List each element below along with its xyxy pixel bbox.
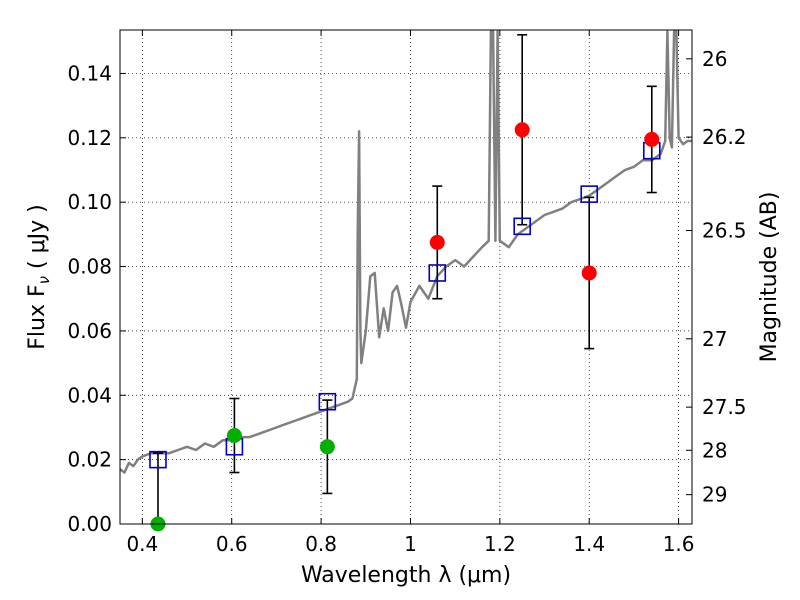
x-axis-label: Wavelength λ (μm) bbox=[301, 563, 511, 588]
model-square-marker bbox=[428, 264, 447, 282]
observed-point-marker bbox=[644, 131, 660, 147]
mag-tick-label: 27.5 bbox=[702, 395, 747, 419]
x-tick-label: 1.2 bbox=[484, 532, 516, 556]
errorbar-layer bbox=[152, 34, 657, 525]
observed-point-marker bbox=[319, 439, 335, 455]
mag-tick-label: 26 bbox=[702, 47, 727, 71]
x-tick-label: 1.4 bbox=[573, 532, 605, 556]
x-tick-label: 1 bbox=[404, 532, 417, 556]
model-square-marker bbox=[580, 185, 599, 203]
y-tick-label: 0.04 bbox=[67, 383, 112, 407]
y2-axis-label: Magnitude (AB) bbox=[757, 192, 782, 363]
spectrum-line bbox=[119, 30, 692, 474]
model-square-marker bbox=[149, 450, 167, 469]
x-tick-label: 0.6 bbox=[216, 532, 248, 556]
grid bbox=[120, 30, 692, 525]
observed-point-marker bbox=[226, 427, 242, 443]
model-square-marker bbox=[513, 217, 531, 236]
y-tick-label: 0.14 bbox=[67, 61, 112, 85]
y-axis-label-unit: ( μJy ) bbox=[25, 204, 50, 276]
marker-layer bbox=[149, 122, 661, 532]
observed-point-marker bbox=[514, 122, 530, 138]
mag-tick-label: 26.5 bbox=[702, 218, 747, 242]
x-tick-label: 0.4 bbox=[126, 532, 158, 556]
y-axis-label-main: Flux F bbox=[25, 284, 50, 349]
y-tick-label: 0.12 bbox=[67, 126, 112, 150]
observed-point-marker bbox=[429, 234, 445, 250]
x-tick-label: 1.6 bbox=[663, 532, 695, 556]
y-tick-label: 0.08 bbox=[67, 255, 112, 279]
observed-point-marker bbox=[581, 265, 597, 281]
x-tick-label: 0.8 bbox=[305, 532, 337, 556]
spectrum-layer bbox=[119, 30, 692, 474]
tick-layer: 0.4 0.6 0.8 1 1.2 1.4 1.6 0.00 0.02 0.04 0.06 0.08 0… bbox=[67, 30, 747, 556]
y-tick-label: 0.06 bbox=[67, 319, 112, 343]
plot-frame bbox=[119, 29, 693, 525]
y-axis-label: Flux Fν ( μJy ) bbox=[25, 204, 53, 349]
mag-tick-label: 27 bbox=[702, 327, 727, 351]
y-tick-label: 0.10 bbox=[67, 190, 112, 214]
y-tick-label: 0.02 bbox=[67, 448, 112, 472]
model-square-marker bbox=[318, 392, 337, 411]
y-tick-label: 0.00 bbox=[67, 512, 112, 536]
mag-tick-label: 26.2 bbox=[702, 125, 747, 149]
mag-tick-label: 28 bbox=[702, 438, 727, 462]
y-axis-label-subscript: ν bbox=[35, 276, 53, 284]
mag-tick-label: 29 bbox=[702, 483, 727, 507]
